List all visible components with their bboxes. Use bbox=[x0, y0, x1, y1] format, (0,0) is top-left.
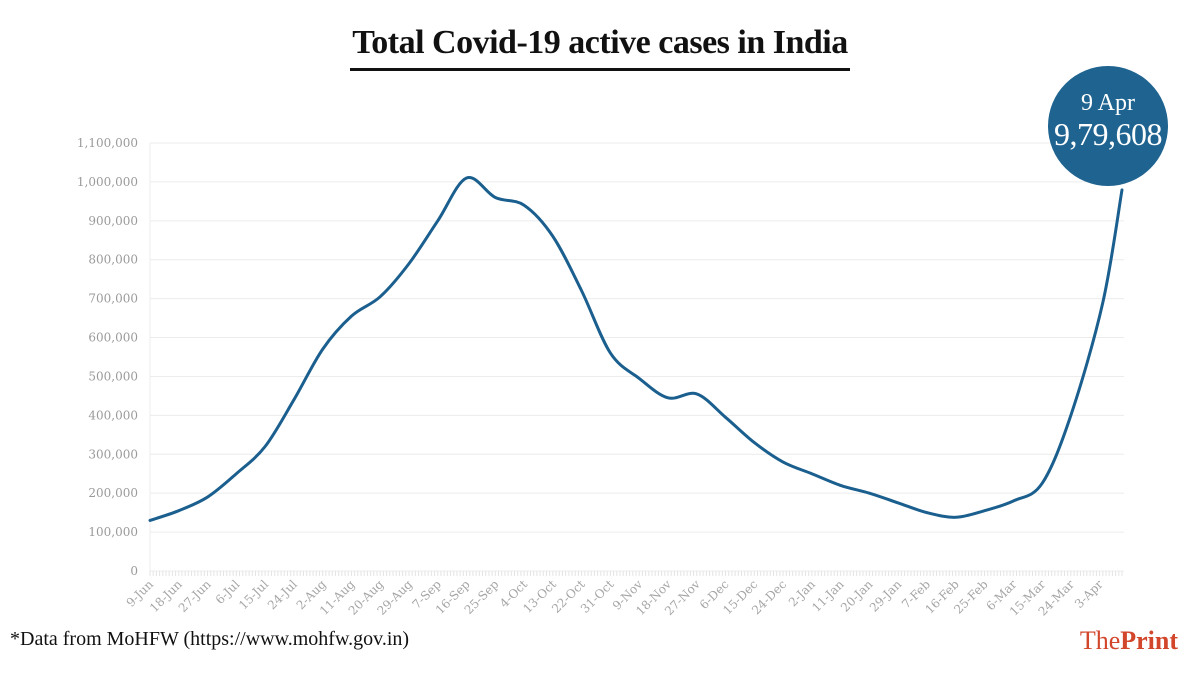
data-point bbox=[465, 176, 469, 180]
data-point bbox=[148, 518, 152, 522]
data-point bbox=[349, 314, 353, 318]
data-point bbox=[551, 234, 555, 238]
chart-title-wrap: Total Covid-19 active cases in India bbox=[0, 24, 1200, 71]
data-point bbox=[637, 376, 641, 380]
y-tick-label: 300,000 bbox=[88, 447, 138, 461]
data-point bbox=[839, 483, 843, 487]
data-point bbox=[292, 398, 296, 402]
x-tick-label: 31-Oct bbox=[578, 577, 617, 616]
brand-logo-regular: The bbox=[1079, 626, 1121, 655]
data-point bbox=[867, 491, 871, 495]
data-point bbox=[954, 515, 958, 519]
y-tick-label: 400,000 bbox=[88, 408, 138, 422]
y-tick-label: 200,000 bbox=[88, 486, 138, 500]
badge-value: 9,79,608 bbox=[1054, 116, 1163, 152]
data-point bbox=[983, 509, 987, 513]
data-point bbox=[666, 396, 670, 400]
y-tick-label: 600,000 bbox=[88, 331, 138, 345]
data-point bbox=[580, 289, 584, 293]
data-point bbox=[1069, 413, 1073, 417]
data-point bbox=[1101, 301, 1105, 305]
y-tick-label: 800,000 bbox=[88, 253, 138, 267]
data-point bbox=[263, 444, 267, 448]
badge-date: 9 Apr bbox=[1081, 90, 1135, 116]
active-cases-line bbox=[148, 176, 1124, 522]
data-point bbox=[177, 509, 181, 513]
gridlines bbox=[149, 142, 1124, 572]
y-tick-label: 0 bbox=[130, 564, 138, 578]
latest-value-badge: 9 Apr 9,79,608 bbox=[1048, 66, 1168, 186]
brand-logo: ThePrint bbox=[1080, 626, 1178, 656]
data-point bbox=[1040, 481, 1044, 485]
data-point bbox=[724, 415, 728, 419]
data-point bbox=[206, 495, 210, 499]
data-point bbox=[436, 219, 440, 223]
data-point bbox=[925, 511, 929, 515]
y-axis: 0 100,000 200,000 300,000 400,000 500,000 600,… bbox=[77, 136, 138, 578]
data-point bbox=[608, 351, 612, 355]
data-point bbox=[1120, 188, 1124, 192]
x-tick-label: 24-Jul bbox=[265, 577, 300, 612]
data-point bbox=[522, 203, 526, 207]
y-tick-label: 700,000 bbox=[88, 292, 138, 306]
data-point bbox=[896, 501, 900, 505]
y-tick-label: 1,100,000 bbox=[77, 136, 138, 150]
data-point bbox=[810, 472, 814, 476]
brand-logo-bold: Print bbox=[1120, 626, 1178, 655]
data-point bbox=[781, 460, 785, 464]
x-tick-label: 15-Jul bbox=[236, 577, 271, 612]
y-tick-label: 500,000 bbox=[88, 369, 138, 383]
data-point bbox=[752, 441, 756, 445]
y-tick-label: 1,000,000 bbox=[77, 175, 138, 189]
y-tick-label: 900,000 bbox=[88, 214, 138, 228]
data-point bbox=[378, 295, 382, 299]
data-point bbox=[1011, 499, 1015, 503]
y-tick-label: 100,000 bbox=[88, 525, 138, 539]
source-footnote: *Data from MoHFW (https://www.mohfw.gov.… bbox=[10, 628, 410, 650]
data-point bbox=[234, 472, 238, 476]
data-point bbox=[493, 195, 497, 199]
data-point bbox=[407, 262, 411, 266]
data-point bbox=[321, 347, 325, 351]
x-tick-label: 27-Jun bbox=[176, 577, 214, 615]
x-tick-label: 3-Apr bbox=[1072, 577, 1106, 611]
x-tick-label: 29-Jan bbox=[867, 577, 905, 615]
data-point bbox=[695, 392, 699, 396]
chart-title: Total Covid-19 active cases in India bbox=[350, 24, 850, 71]
series-layer bbox=[148, 176, 1124, 522]
